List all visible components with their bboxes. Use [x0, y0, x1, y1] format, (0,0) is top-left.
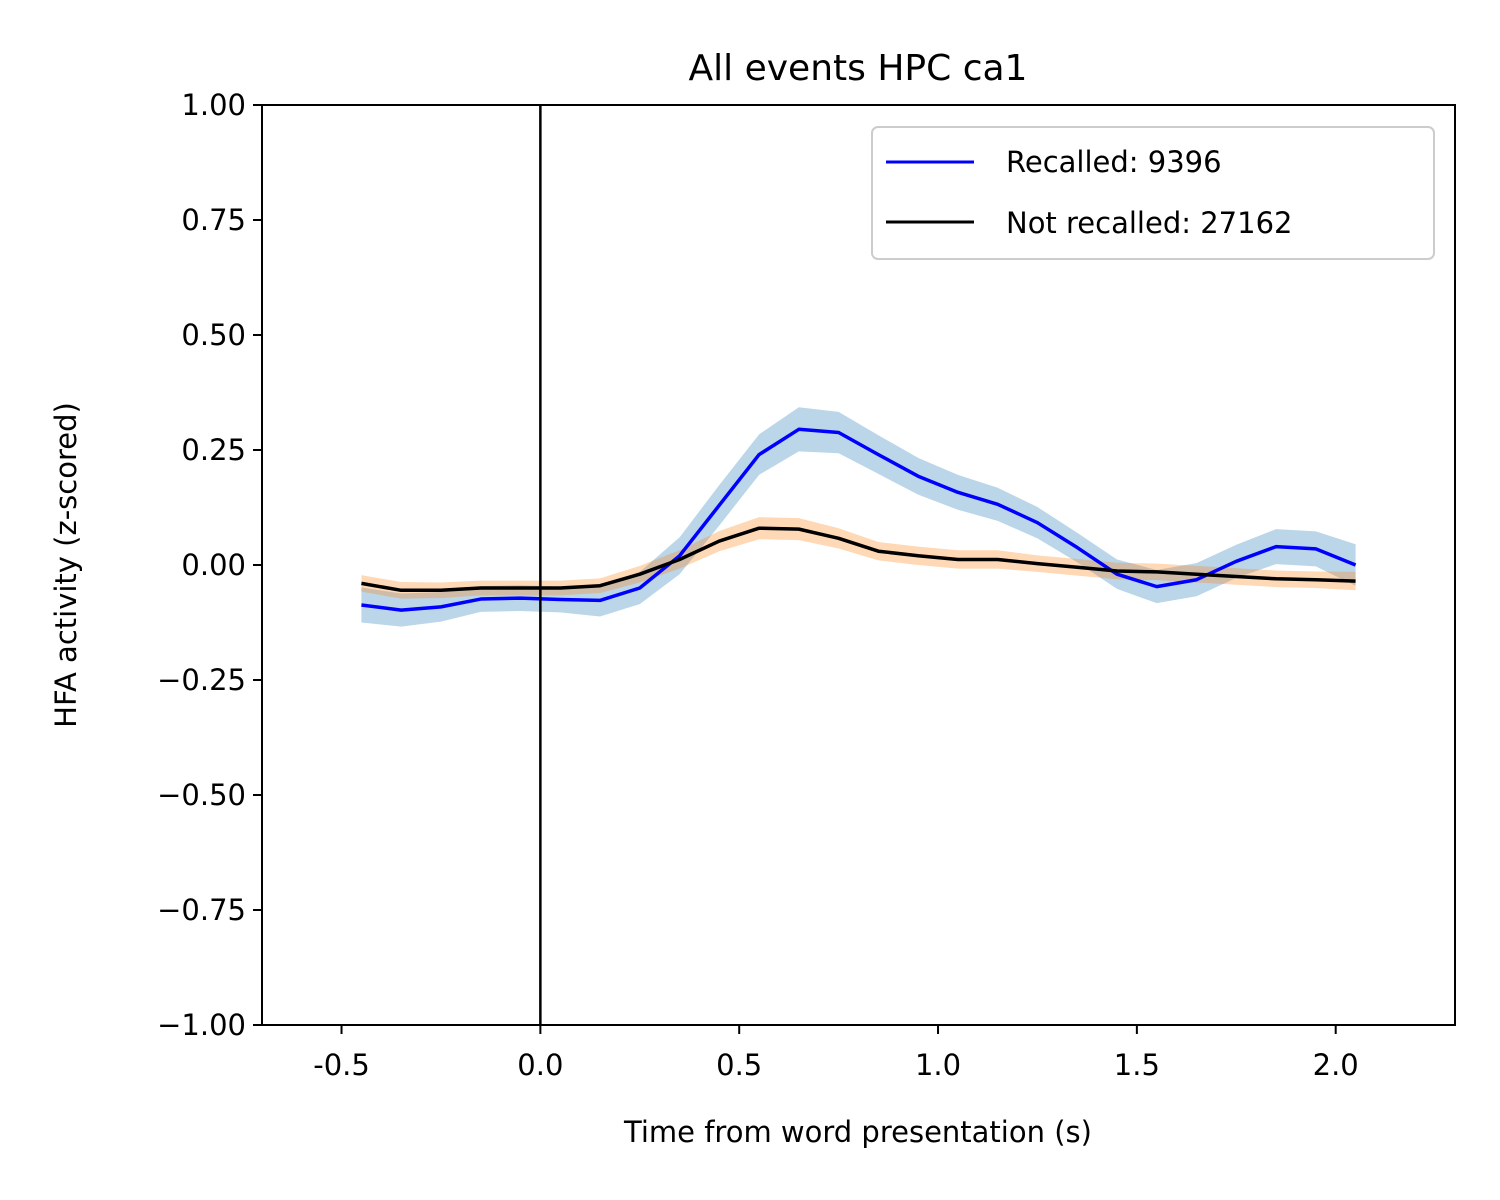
y-tick-label: −0.75 — [157, 893, 246, 927]
x-axis-ticks: -0.5 0.0 0.5 1.0 1.5 2.0 — [313, 1025, 1359, 1082]
series-lines — [361, 427, 1357, 612]
y-tick-label: 0.75 — [181, 203, 246, 237]
x-tick-label: 1.0 — [915, 1048, 961, 1082]
x-axis-label: Time from word presentation (s) — [623, 1115, 1092, 1149]
y-tick-label: −0.25 — [157, 663, 246, 697]
legend-label-not-recalled: Not recalled: 27162 — [1006, 206, 1292, 240]
y-tick-label: 0.50 — [181, 318, 246, 352]
x-tick-label: 2.0 — [1313, 1048, 1359, 1082]
x-tick-label: 1.5 — [1114, 1048, 1160, 1082]
chart-title: All events HPC ca1 — [689, 48, 1028, 89]
legend: Recalled: 9396 Not recalled: 27162 — [871, 126, 1435, 260]
x-tick-label: 0.0 — [517, 1048, 563, 1082]
band-series-1 — [361, 517, 1356, 599]
y-tick-label: 0.25 — [181, 433, 246, 467]
y-tick-label: −1.00 — [157, 1008, 246, 1042]
line-series-1 — [361, 526, 1356, 593]
x-tick-label: -0.5 — [313, 1048, 370, 1082]
y-axis-label: HFA activity (z-scored) — [49, 402, 83, 728]
x-tick-label: 0.5 — [716, 1048, 762, 1082]
y-axis-ticks: 1.00 0.75 0.50 0.25 0.00 −0.25 −0.50 −0.75 −1.00 — [157, 88, 262, 1042]
y-tick-label: −0.50 — [157, 778, 246, 812]
legend-label-recalled: Recalled: 9396 — [1006, 145, 1222, 179]
y-tick-label: 1.00 — [181, 88, 246, 122]
line-series-0 — [361, 427, 1357, 612]
legend-box — [871, 126, 1435, 260]
y-tick-label: 0.00 — [181, 548, 246, 582]
